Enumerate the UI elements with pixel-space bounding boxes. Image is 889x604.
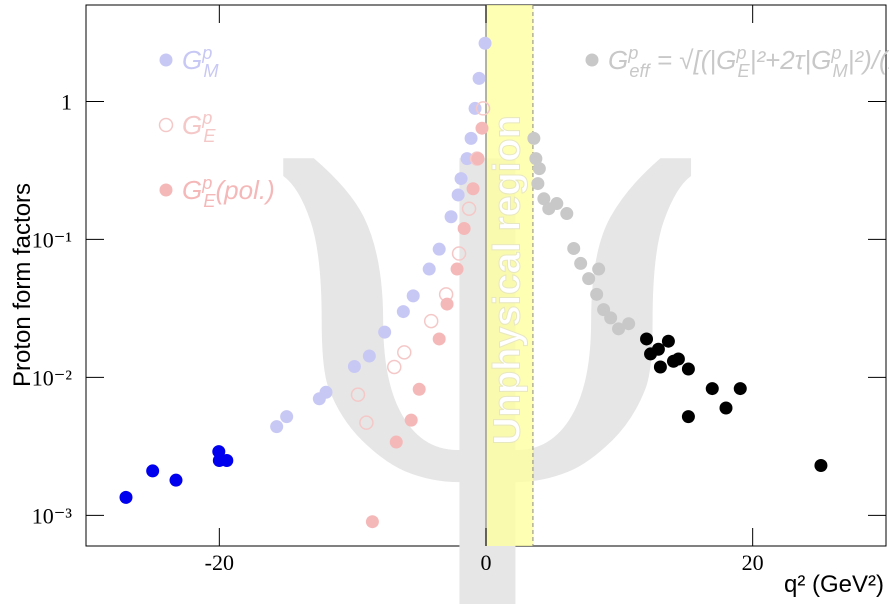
legend-label: Gp M [182,43,219,81]
data-point [592,262,606,276]
data-point [412,382,426,396]
data-point [451,188,465,202]
data-point [406,289,420,303]
data-point [440,297,454,311]
data-point [359,415,374,430]
data-point [119,490,133,504]
x-axis-title: q² (GeV²) [784,571,884,598]
data-point [475,101,491,116]
data-point [460,152,474,166]
data-point [681,362,695,376]
y-axis-title: Proton form factors [9,183,36,387]
data-point [719,401,733,415]
plot-layer: Unphysical region 10⁻³ 10⁻² 10⁻¹ 1 -20 0 20 Gp M G… [32,5,889,575]
data-point [444,210,458,224]
x-tick-label: 0 [481,550,492,575]
data-point [604,311,618,325]
legend-marker [159,183,173,197]
legend-label: Gp E(pol.) [182,173,275,211]
data-point [464,131,478,145]
data-point [362,349,376,363]
data-point [461,201,477,216]
data-point [270,420,284,434]
data-point [475,121,489,135]
data-point [457,222,471,236]
data-point [651,342,665,356]
data-point [280,410,294,424]
legend-marker [585,53,599,67]
data-point [532,162,546,176]
data-point [319,385,333,399]
data-point [397,345,412,360]
data-point [378,325,392,339]
y-tick-label: 1 [61,89,72,114]
data-point [550,197,564,211]
data-point [478,36,492,50]
data-point [472,71,486,85]
data-point [531,177,545,191]
data-point [365,515,379,529]
data-point [350,387,366,402]
data-point [432,332,446,346]
data-point [733,382,747,396]
legend-marker [159,53,173,67]
unphysical-band [486,5,533,546]
data-point [146,464,160,478]
data-point [567,241,581,255]
data-point [653,360,667,374]
data-point [527,131,541,145]
data-point [671,352,685,366]
data-point [537,192,551,206]
data-point [466,182,480,196]
data-point [347,359,361,373]
data-point [468,101,482,115]
region-label: Unphysical region [486,115,528,444]
data-point [661,334,675,348]
data-point [450,262,464,276]
data-point [389,435,403,449]
x-tick-label: -20 [205,550,234,575]
data-point [387,359,402,375]
data-point [814,458,828,472]
data-point [612,322,626,336]
y-tick-label: 10⁻³ [32,503,73,528]
data-point [423,313,439,329]
x-tick-label: 20 [742,550,764,575]
data-point [451,246,467,261]
data-point [432,242,446,256]
data-point [590,287,604,301]
data-point [404,413,418,427]
data-point [705,382,719,396]
data-point [582,272,596,286]
legend-marker [158,117,174,133]
data-point [471,152,485,166]
data-point [560,207,574,221]
data-point [574,256,588,270]
data-point [681,410,695,424]
y-tick-label: 10⁻² [32,365,73,390]
y-tick-label: 10⁻¹ [32,227,72,252]
data-point [169,473,183,487]
data-point [220,453,234,467]
legend-label: Gp E [182,108,216,146]
data-point [529,152,543,166]
data-point [422,262,436,276]
data-point [640,332,654,346]
data-point [396,305,410,319]
data-point [622,317,636,331]
data-point [454,172,468,186]
